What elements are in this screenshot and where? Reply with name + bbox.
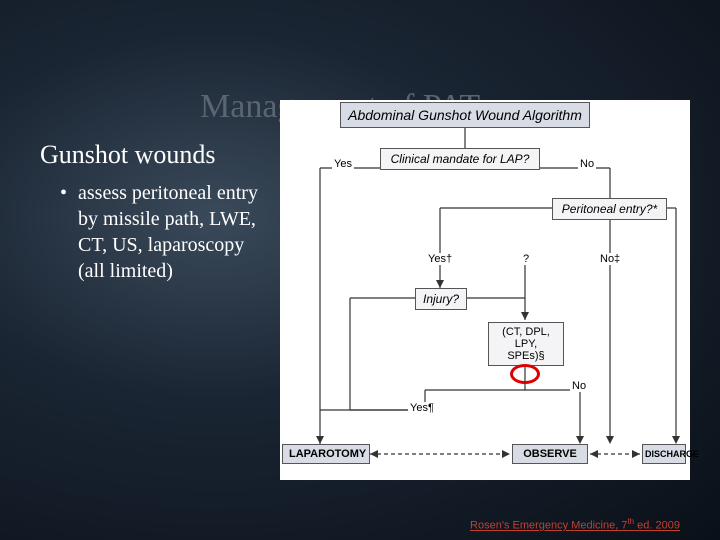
decision-injury: Injury? <box>415 288 467 310</box>
algo-title: Abdominal Gunshot Wound Algorithm <box>340 102 590 128</box>
highlight-circle <box>510 364 540 384</box>
decision-peritoneal-entry: Peritoneal entry?* <box>552 198 667 220</box>
citation: Rosen's Emergency Medicine, 7th ed. 2009 <box>470 517 680 532</box>
label-yes-1: Yes <box>332 158 354 170</box>
algorithm-diagram: Abdominal Gunshot Wound Algorithm Clinic… <box>280 100 690 480</box>
action-observe: OBSERVE <box>512 444 588 464</box>
slide-subtitle: Gunshot wounds <box>40 140 216 170</box>
action-laparotomy: LAPAROTOMY <box>282 444 370 464</box>
label-yesdag: Yes† <box>426 253 454 265</box>
label-no-2: No <box>570 380 588 392</box>
bullet-item: assess peritoneal entry by missile path,… <box>60 180 270 284</box>
citation-pre: Rosen's Emergency Medicine, 7 <box>470 520 627 532</box>
label-qmark: ? <box>521 253 531 265</box>
citation-post: ed. 2009 <box>634 520 680 532</box>
action-discharge: DISCHARGE <box>642 444 686 464</box>
tests-box: (CT, DPL, LPY, SPEs)§ <box>488 322 564 366</box>
decision-clinical-mandate: Clinical mandate for LAP? <box>380 148 540 170</box>
label-noddag: No‡ <box>598 253 622 265</box>
label-yespara: Yes¶ <box>408 402 436 414</box>
bullet-list: assess peritoneal entry by missile path,… <box>60 180 270 284</box>
label-no-1: No <box>578 158 596 170</box>
